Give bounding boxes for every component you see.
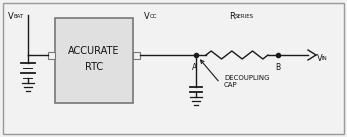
Text: B: B xyxy=(276,63,281,72)
Text: ACCURATE: ACCURATE xyxy=(68,46,120,56)
Text: V: V xyxy=(8,12,14,21)
Text: SERIES: SERIES xyxy=(235,14,254,19)
Text: DECOUPLING: DECOUPLING xyxy=(224,75,270,81)
Text: CC: CC xyxy=(150,14,157,19)
Text: BAT: BAT xyxy=(14,14,24,19)
Text: CAP: CAP xyxy=(224,82,238,88)
Text: IN: IN xyxy=(322,56,328,61)
Text: V: V xyxy=(317,54,323,63)
Bar xyxy=(133,52,140,58)
Text: RTC: RTC xyxy=(85,62,103,72)
Text: A: A xyxy=(192,63,198,72)
Bar xyxy=(48,52,55,58)
Bar xyxy=(55,18,133,103)
Text: V: V xyxy=(144,12,150,21)
Text: R: R xyxy=(229,12,235,21)
